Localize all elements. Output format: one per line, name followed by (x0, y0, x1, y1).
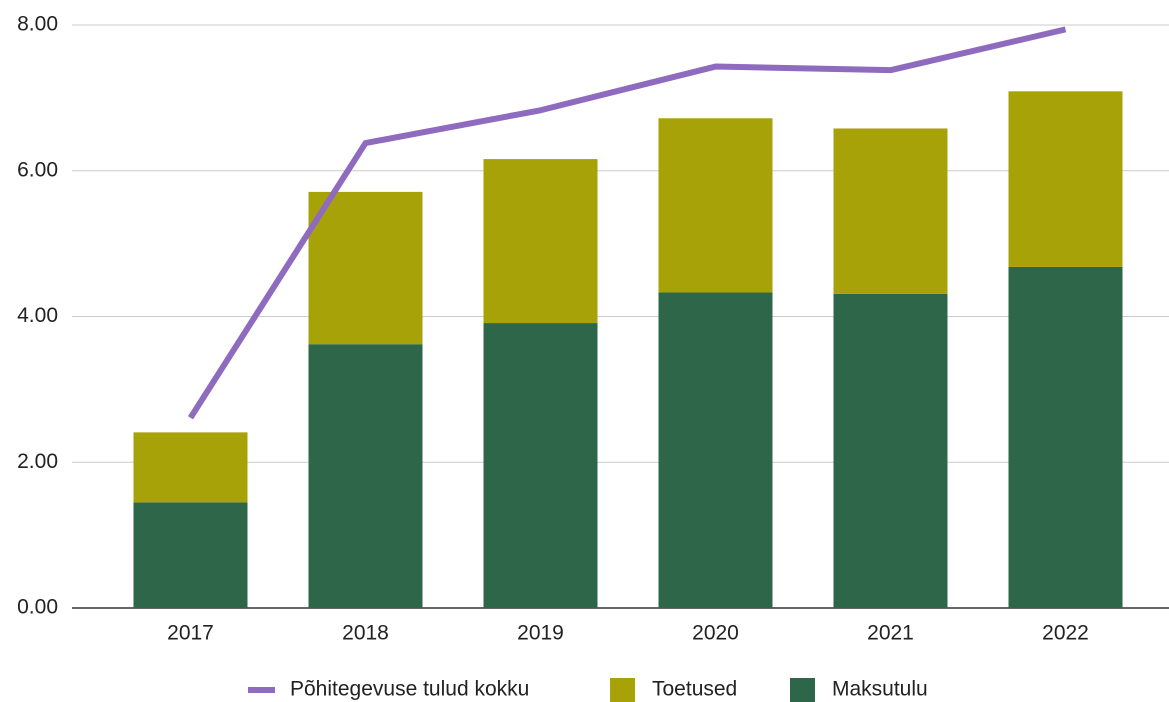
x-tick-label: 2017 (167, 622, 214, 645)
y-tick-label: 0.00 (17, 596, 58, 619)
y-tick-label: 6.00 (17, 158, 58, 181)
bar (308, 191, 423, 345)
bar (833, 293, 948, 608)
x-tick-label: 2022 (1042, 622, 1089, 645)
bar (483, 323, 598, 608)
bar (1008, 266, 1123, 608)
y-tick-label: 2.00 (17, 450, 58, 473)
legend-label: Maksutulu (832, 678, 928, 701)
bar (133, 432, 248, 503)
bar (658, 292, 773, 608)
line (187, 26, 1067, 420)
x-tick-label: 2019 (517, 622, 564, 645)
legend-label: Põhitegevuse tulud kokku (290, 678, 529, 701)
bar (483, 159, 598, 324)
bar (833, 128, 948, 294)
x-tick-label: 2020 (692, 622, 739, 645)
x-tick-label: 2021 (867, 622, 914, 645)
y-tick-label: 4.00 (17, 304, 58, 327)
x-tick-label: 2018 (342, 622, 389, 645)
legend-swatch (790, 678, 815, 702)
y-tick-label: 8.00 (17, 13, 58, 36)
legend-label: Toetused (652, 678, 737, 701)
bar (133, 502, 248, 608)
bar (658, 118, 773, 293)
legend-swatch (610, 678, 635, 702)
bar (1008, 91, 1123, 267)
bar (308, 344, 423, 608)
